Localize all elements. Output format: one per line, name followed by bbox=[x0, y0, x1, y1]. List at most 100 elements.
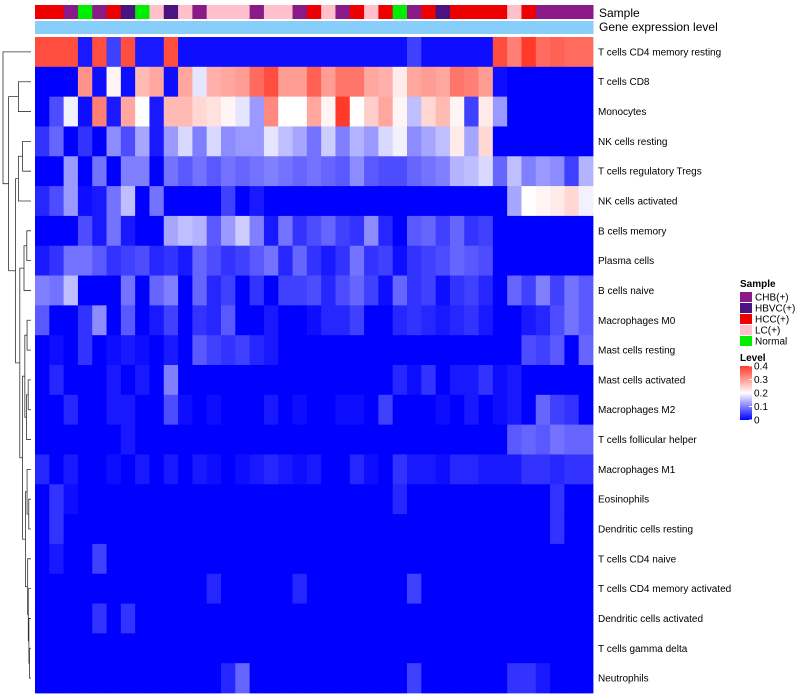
heatmap-cell bbox=[292, 514, 308, 545]
heatmap-cell bbox=[507, 96, 522, 127]
heatmap-cell bbox=[507, 37, 522, 68]
heatmap-cell bbox=[149, 365, 165, 396]
heatmap-cell bbox=[578, 424, 594, 455]
heatmap-cell bbox=[535, 633, 551, 664]
heatmap-cell bbox=[407, 245, 422, 276]
gene-expression-annotation-cell bbox=[249, 21, 265, 34]
dendrogram-branch bbox=[8, 96, 19, 272]
heatmap-cell bbox=[449, 543, 465, 575]
heatmap-cell bbox=[163, 663, 179, 694]
heatmap-cell bbox=[306, 484, 322, 515]
heatmap-cell bbox=[192, 514, 208, 545]
heatmap-cell bbox=[178, 335, 193, 366]
heatmap-cell bbox=[192, 186, 208, 217]
heatmap-cell bbox=[521, 37, 537, 68]
heatmap-cell bbox=[63, 514, 79, 545]
heatmap-cell bbox=[135, 365, 150, 396]
heatmap-cell bbox=[206, 66, 222, 98]
heatmap-cell bbox=[221, 573, 236, 604]
heatmap-cell bbox=[550, 186, 565, 217]
heatmap-cell bbox=[35, 603, 50, 634]
heatmap-cell bbox=[378, 365, 394, 396]
heatmap-cell bbox=[192, 394, 208, 426]
heatmap-cell bbox=[249, 335, 265, 366]
heatmap-cell bbox=[278, 365, 293, 396]
heatmap-cell bbox=[263, 66, 279, 98]
heatmap-cell bbox=[435, 514, 451, 545]
heatmap-cell bbox=[507, 633, 522, 664]
heatmap-cell bbox=[435, 633, 451, 664]
sample-annotation-cell bbox=[349, 5, 365, 19]
heatmap-cell bbox=[478, 633, 494, 664]
heatmap-cell bbox=[120, 156, 136, 187]
heatmap-cell bbox=[135, 305, 150, 336]
heatmap-cell bbox=[120, 573, 136, 604]
heatmap-cell bbox=[106, 424, 122, 455]
heatmap-cell bbox=[321, 484, 336, 515]
legend-level-tick-label: 0.4 bbox=[754, 362, 768, 373]
heatmap-cell bbox=[135, 543, 150, 575]
heatmap-cell bbox=[421, 514, 437, 545]
heatmap-cell bbox=[550, 275, 565, 306]
heatmap-cell bbox=[392, 514, 408, 545]
heatmap-cell bbox=[550, 454, 565, 485]
heatmap-cell bbox=[349, 633, 365, 664]
heatmap-cell bbox=[206, 305, 222, 336]
heatmap-cell bbox=[392, 215, 408, 247]
heatmap-cell bbox=[63, 96, 79, 127]
heatmap-cell bbox=[364, 603, 379, 634]
heatmap-cell bbox=[292, 215, 308, 247]
row-label: NK cells resting bbox=[598, 137, 667, 148]
heatmap-cell bbox=[106, 633, 122, 664]
heatmap-cell bbox=[478, 394, 494, 426]
heatmap-cell bbox=[206, 663, 222, 694]
heatmap-cell bbox=[192, 663, 208, 694]
heatmap-cell bbox=[507, 275, 522, 306]
heatmap-cell bbox=[392, 663, 408, 694]
heatmap-cell bbox=[521, 663, 537, 694]
heatmap-cell bbox=[192, 633, 208, 664]
heatmap-cell bbox=[135, 96, 150, 127]
heatmap-cell bbox=[349, 275, 365, 306]
heatmap-cell bbox=[349, 66, 365, 98]
heatmap-cell bbox=[206, 633, 222, 664]
heatmap-cell bbox=[378, 603, 394, 634]
heatmap-cell bbox=[421, 454, 437, 485]
heatmap-cell bbox=[120, 424, 136, 455]
heatmap-cell bbox=[63, 215, 79, 247]
heatmap-cell bbox=[249, 215, 265, 247]
heatmap-cell bbox=[163, 543, 179, 575]
row-label: Dendritic cells resting bbox=[598, 525, 693, 536]
heatmap-cell bbox=[564, 394, 580, 426]
sample-annotation-cell bbox=[149, 5, 165, 19]
heatmap-cell bbox=[535, 663, 551, 694]
heatmap-cell bbox=[507, 573, 522, 604]
heatmap-cell bbox=[535, 573, 551, 604]
heatmap-cell bbox=[178, 275, 193, 306]
gene-expression-annotation-bar bbox=[35, 21, 594, 34]
heatmap-cell bbox=[92, 96, 107, 127]
heatmap-cell bbox=[521, 126, 537, 157]
heatmap-cell bbox=[149, 96, 165, 127]
heatmap-cell bbox=[578, 484, 594, 515]
heatmap-cell bbox=[149, 603, 165, 634]
heatmap-cell bbox=[578, 245, 594, 276]
heatmap-cell bbox=[263, 543, 279, 575]
sample-annotation-cell bbox=[364, 5, 379, 19]
heatmap-cell bbox=[306, 305, 322, 336]
legend-level-ticks: 0.4 0.3 0.2 0.1 0 bbox=[749, 362, 768, 427]
heatmap-cell bbox=[492, 663, 508, 694]
heatmap-cell bbox=[421, 424, 437, 455]
dendrogram-branch bbox=[28, 618, 31, 664]
heatmap-cell bbox=[321, 543, 336, 575]
sample-annotation-cell bbox=[492, 5, 508, 19]
row-label: T cells CD4 memory activated bbox=[598, 584, 731, 595]
heatmap-cell bbox=[435, 484, 451, 515]
heatmap-cell bbox=[221, 514, 236, 545]
heatmap-cell bbox=[206, 573, 222, 604]
heatmap-cell bbox=[178, 186, 193, 217]
heatmap-cell bbox=[392, 454, 408, 485]
heatmap-cell bbox=[135, 424, 150, 455]
heatmap-cell bbox=[335, 215, 351, 247]
heatmap-cell bbox=[249, 37, 265, 68]
